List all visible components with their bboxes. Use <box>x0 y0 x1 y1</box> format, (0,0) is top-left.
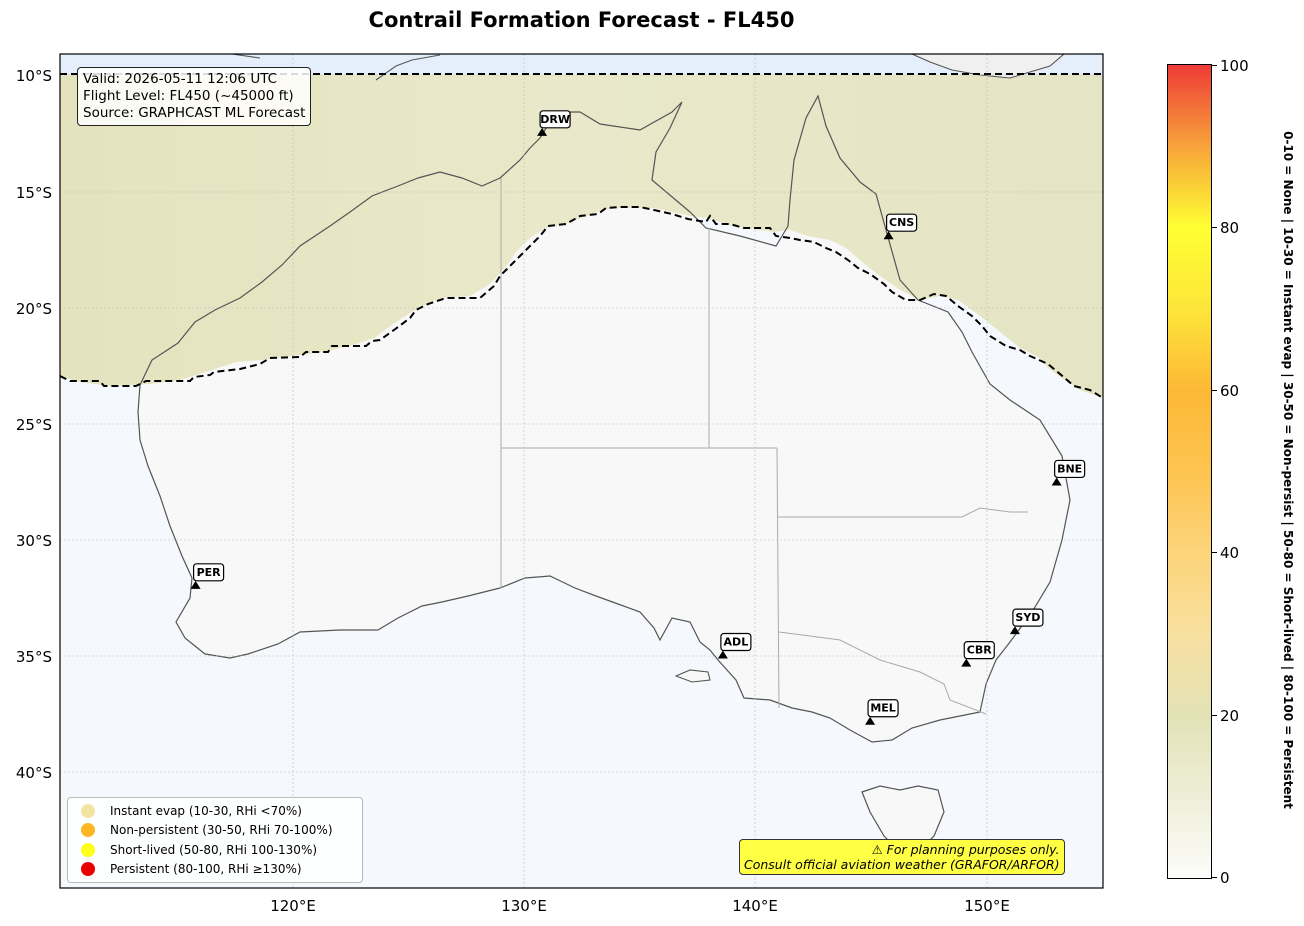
new-guinea-coast <box>911 54 1065 79</box>
airport-triangle-icon <box>190 580 201 589</box>
legend-swatch <box>81 803 95 818</box>
colorbar-tick <box>1211 715 1217 716</box>
disclaimer-line: ⚠ For planning purposes only. <box>871 842 1060 857</box>
disclaimer-box: ⚠ For planning purposes only. Consult of… <box>739 839 1065 875</box>
colorbar <box>1167 64 1212 879</box>
page-title: Contrail Formation Forecast - FL450 <box>368 8 795 32</box>
plot-frame <box>59 53 1104 889</box>
legend-item: Non-persistent (30-50, RHi 70-100%) <box>68 821 362 841</box>
colorbar-title: 0-10 = None | 10-30 = Instant evap | 30-… <box>1281 131 1295 809</box>
city-label: MEL <box>870 702 895 715</box>
lat-tick-label: 35°S <box>16 648 52 666</box>
tasmania <box>862 786 944 852</box>
city-label-box <box>963 641 995 660</box>
city-label-box <box>886 213 918 232</box>
colorbar-tick-label: 100 <box>1220 57 1249 75</box>
city-label: BNE <box>1057 462 1082 475</box>
colorbar-tick <box>1211 552 1217 553</box>
lon-tick-label: 130°E <box>501 897 547 915</box>
colorbar-tick-label: 20 <box>1220 707 1240 725</box>
lon-tick-label: 140°E <box>732 897 778 915</box>
colorbar-tick-label: 60 <box>1220 382 1240 400</box>
lat-tick-label: 15°S <box>16 184 52 202</box>
legend-swatch <box>81 862 95 877</box>
kangaroo-island <box>674 669 711 683</box>
city-label: CNS <box>889 216 914 229</box>
city-label-box <box>720 632 752 652</box>
city-label-box <box>539 110 571 129</box>
legend-item: Short-lived (50-80, RHi 100-130%) <box>68 840 362 860</box>
colorbar-tick <box>1211 227 1217 228</box>
legend-item: Instant evap (10-30, RHi <70%) <box>68 801 362 821</box>
airport-triangle-icon <box>537 127 548 136</box>
airport-triangle-icon <box>717 650 728 659</box>
legend-label: Instant evap (10-30, RHi <70%) <box>110 803 302 818</box>
city-marker-per[interactable]: PER <box>190 563 225 589</box>
lat-tick-label: 10°S <box>16 67 52 85</box>
legend-swatch <box>81 842 95 857</box>
northern-band <box>60 54 1103 75</box>
city-label: CBR <box>967 644 992 657</box>
disclaimer-line: Consult official aviation weather (GRAFO… <box>744 857 1060 872</box>
city-marker-mel[interactable]: MEL <box>865 699 899 725</box>
colorbar-tick <box>1211 390 1217 391</box>
city-label: PER <box>197 566 222 579</box>
city-label-box <box>1054 459 1086 479</box>
airport-triangle-icon <box>883 231 894 240</box>
lat-tick-label: 30°S <box>16 532 52 550</box>
city-markers: DRW CNS BNE PER ADL SYD CBR MEL <box>190 110 1086 725</box>
city-marker-adl[interactable]: ADL <box>717 632 752 659</box>
city-marker-bne[interactable]: BNE <box>1051 459 1086 486</box>
colorbar-tick-label: 80 <box>1220 219 1240 237</box>
lon-tick-label: 120°E <box>270 897 316 915</box>
flight-level: Flight Level: FL450 (~45000 ft) <box>83 88 294 104</box>
valid-time: Valid: 2026-05-11 12:06 UTC <box>83 71 278 87</box>
legend-label: Persistent (80-100, RHi ≥130%) <box>110 862 302 877</box>
forecast-source: Source: GRAPHCAST ML Forecast <box>83 105 306 121</box>
lat-tick-label: 25°S <box>16 416 52 434</box>
city-label-box <box>192 563 225 582</box>
lat-axis: 10°S 15°S 20°S 25°S 30°S 35°S 40°S <box>16 67 52 782</box>
city-marker-syd[interactable]: SYD <box>1009 608 1044 635</box>
city-marker-cbr[interactable]: CBR <box>961 641 995 667</box>
legend-label: Non-persistent (30-50, RHi 70-100%) <box>110 823 333 838</box>
city-marker-cns[interactable]: CNS <box>883 213 918 240</box>
contrail-boundary <box>60 206 1103 399</box>
state-borders <box>500 178 1028 715</box>
legend-label: Short-lived (50-80, RHi 100-130%) <box>110 842 318 857</box>
map-legend: Instant evap (10-30, RHi <70%) Non-persi… <box>67 797 363 883</box>
city-label: ADL <box>724 636 749 649</box>
lat-tick-label: 40°S <box>16 764 52 782</box>
lon-tick-label: 150°E <box>964 897 1010 915</box>
contrail-zone-north <box>60 75 1103 398</box>
lon-axis: 120°E 130°E 140°E 150°E <box>270 897 1010 915</box>
colorbar-tick <box>1211 65 1217 66</box>
city-label: SYD <box>1015 611 1040 624</box>
colorbar-tick <box>1211 877 1217 878</box>
colorbar-tick-label: 0 <box>1220 869 1230 887</box>
airport-triangle-icon <box>865 716 876 725</box>
lat-tick-label: 20°S <box>16 300 52 318</box>
forecast-info-box: Valid: 2026-05-11 12:06 UTC Flight Level… <box>77 67 312 126</box>
city-label: DRW <box>540 113 570 126</box>
airport-triangle-icon <box>1051 477 1062 486</box>
city-marker-drw[interactable]: DRW <box>537 110 571 136</box>
airport-triangle-icon <box>961 658 972 667</box>
tasmania-coast <box>861 785 945 853</box>
legend-swatch <box>81 823 95 838</box>
city-label-box <box>867 699 899 718</box>
colorbar-tick-label: 40 <box>1220 544 1240 562</box>
city-label-box <box>1012 608 1044 627</box>
legend-item: Persistent (80-100, RHi ≥130%) <box>68 860 362 880</box>
airport-triangle-icon <box>1009 626 1020 635</box>
